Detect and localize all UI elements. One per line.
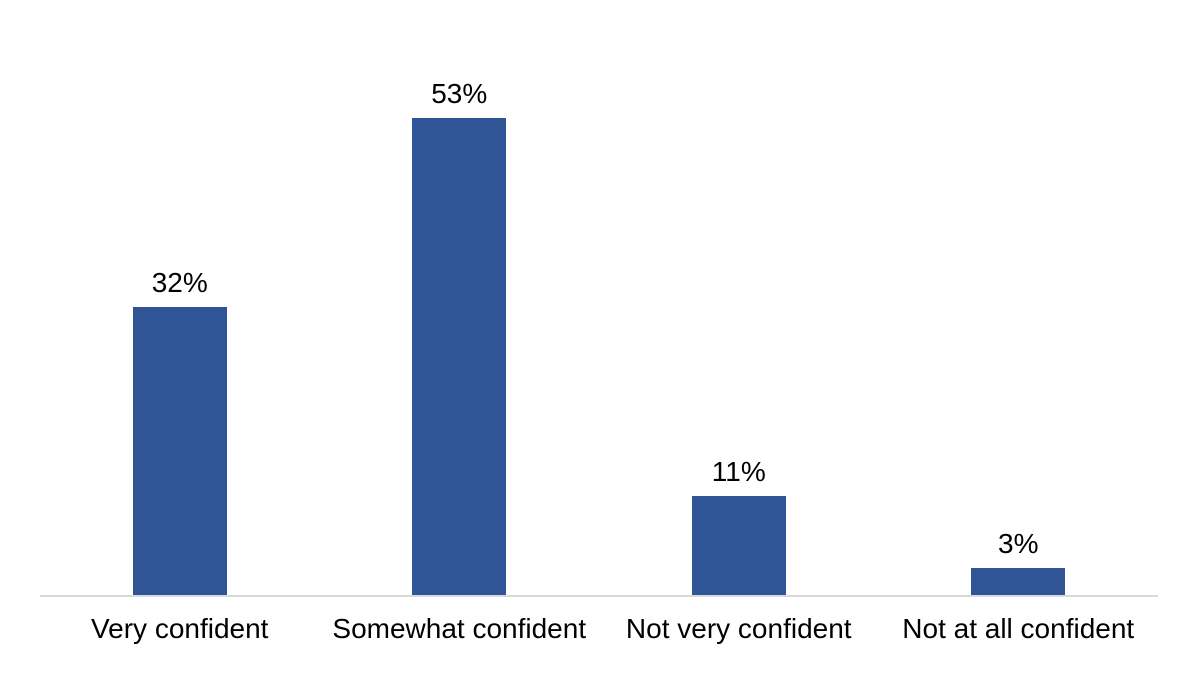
x-axis-label: Somewhat confident [332, 613, 587, 644]
data-label: 32% [151, 267, 208, 299]
bar-slot: 53% [320, 55, 600, 595]
data-label: 53% [431, 78, 488, 110]
x-axis-label: Not very confident [625, 613, 852, 644]
bar [691, 496, 786, 595]
bar [132, 307, 227, 595]
bar [971, 568, 1066, 595]
bar [412, 118, 507, 595]
x-axis-labels: Very confident Somewhat confident Not very… [40, 599, 1158, 655]
bar-slot: 32% [40, 55, 320, 595]
x-axis-label: Very confident [91, 613, 269, 644]
x-axis-label: Not at all confident [902, 613, 1135, 644]
bar-slot: 11% [599, 55, 879, 595]
plot-area: 32% 53% 11% 3% [40, 55, 1158, 597]
data-label: 11% [711, 456, 766, 488]
bar-slot: 3% [879, 55, 1159, 595]
data-label: 3% [998, 528, 1039, 560]
